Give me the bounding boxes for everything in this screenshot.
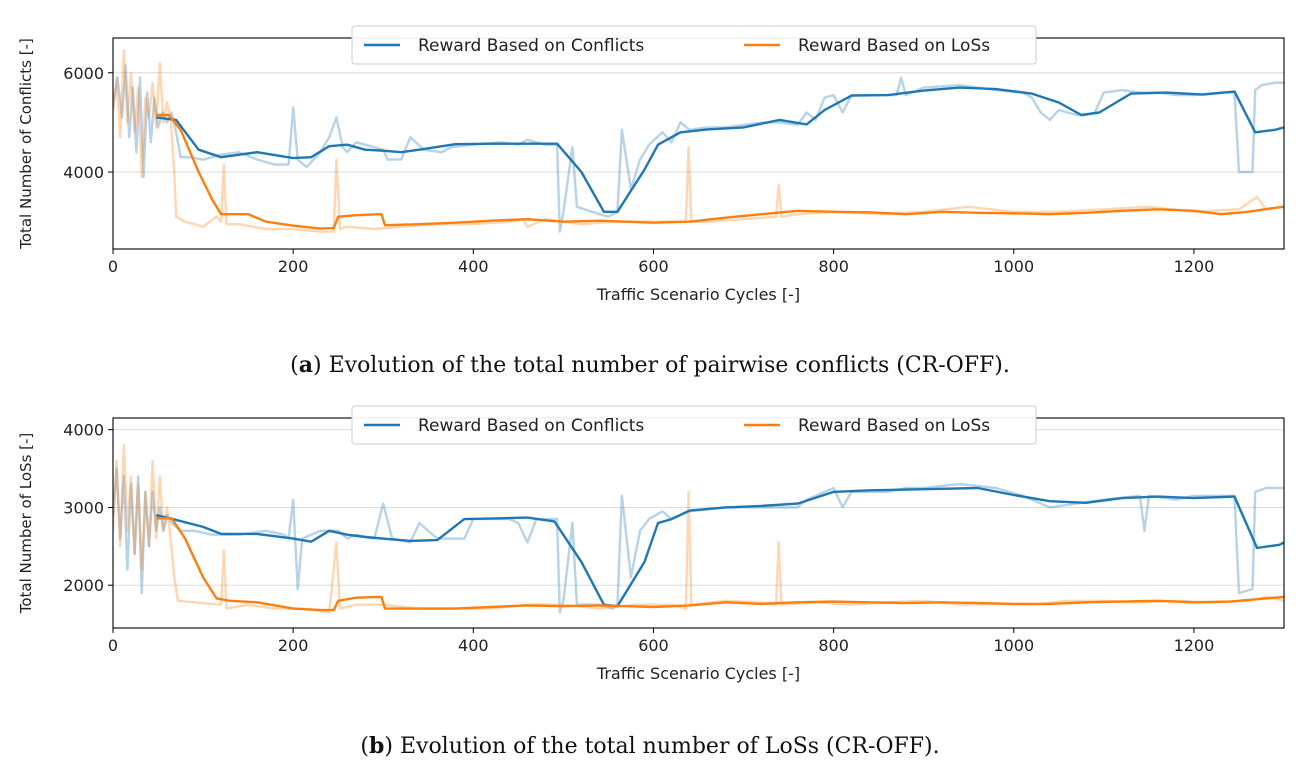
plot-area: [113, 49, 1284, 233]
x-tick-label-600: 600: [638, 257, 669, 276]
x-axis-label: Traffic Scenario Cycles [-]: [596, 285, 800, 304]
legend-box: [351, 25, 1037, 65]
x-tick-label-400: 400: [458, 257, 489, 276]
x-tick-label-0: 0: [108, 636, 118, 655]
caption-a-text: Evolution of the total number of pairwis…: [328, 353, 1010, 378]
series-raw-0: [113, 467, 1284, 614]
y-tick-label-4000: 4000: [63, 163, 104, 182]
y-tick-label-2000: 2000: [63, 576, 104, 595]
y-tick-label-3000: 3000: [63, 498, 104, 517]
y-tick-label-4000: 4000: [63, 421, 104, 440]
x-tick-label-200: 200: [278, 636, 309, 655]
chart-panel-a: 0 200 400 600 800 1000 1200 4000 6000 Traffic Sce…: [17, 25, 1285, 304]
legend-label-0: Reward Based on Conflicts: [418, 36, 644, 56]
x-tick-label-1000: 1000: [993, 636, 1034, 655]
x-tick-label-1200: 1200: [1174, 636, 1215, 655]
axes-frame: [112, 417, 1285, 629]
y-tick-label-6000: 6000: [63, 64, 104, 83]
x-tick-label-200: 200: [278, 257, 309, 276]
series-trend-0: [156, 86, 1284, 214]
chart-panel-b: 0 200 400 600 800 1000 1200 2000 3000 4000 Traffic…: [17, 405, 1285, 683]
axes-frame: [112, 37, 1285, 250]
x-tick-label-400: 400: [458, 636, 489, 655]
x-tick-label-800: 800: [818, 636, 849, 655]
y-axis-label: Total Number of Conflicts [-]: [17, 38, 35, 250]
series-trend-1: [156, 517, 1284, 612]
legend-label-1: Reward Based on LoSs: [798, 36, 990, 56]
caption-a: (a) Evolution of the total number of pai…: [290, 352, 1010, 378]
x-tick-label-1200: 1200: [1174, 257, 1215, 276]
legend-label-1: Reward Based on LoSs: [798, 416, 990, 436]
x-tick-label-600: 600: [638, 636, 669, 655]
x-axis-label: Traffic Scenario Cycles [-]: [596, 664, 800, 683]
y-axis-label: Total Number of LoSs [-]: [17, 433, 35, 615]
x-tick-label-1000: 1000: [993, 257, 1034, 276]
x-tick-label-0: 0: [108, 257, 118, 276]
legend-box: [351, 405, 1037, 445]
caption-b: (b) Evolution of the total number of LoS…: [360, 733, 940, 759]
caption-b-label: b: [368, 733, 385, 759]
caption-a-label: a: [298, 352, 313, 378]
x-tick-label-800: 800: [818, 257, 849, 276]
series-raw-1: [113, 49, 1284, 233]
plot-area: [113, 444, 1284, 614]
series-raw-0: [113, 64, 1284, 233]
series-trend-1: [156, 113, 1284, 230]
series-trend-0: [155, 486, 1284, 608]
legend-label-0: Reward Based on Conflicts: [418, 416, 644, 436]
caption-b-text: Evolution of the total number of LoSs (C…: [399, 734, 940, 759]
